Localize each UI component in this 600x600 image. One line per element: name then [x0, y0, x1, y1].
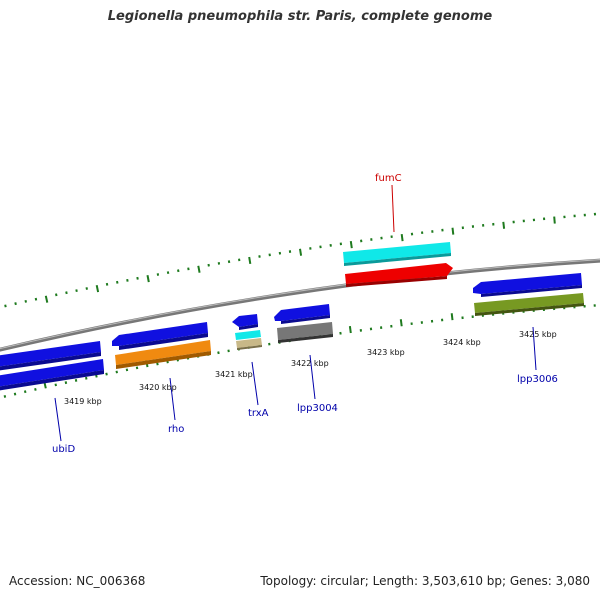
topology-label: Topology: circular; Length: 3,503,610 bp… [260, 574, 590, 588]
gene-ubiD[interactable] [0, 359, 104, 391]
gene-lpp3004-upper[interactable] [274, 304, 330, 324]
outer-ruler-minor-tick [34, 297, 38, 301]
inner-ruler-minor-tick [13, 392, 17, 396]
gene-label-trxA[interactable]: trxA [248, 408, 269, 419]
leader-trxA [251, 361, 259, 406]
outer-ruler-major-tick [146, 275, 150, 283]
outer-ruler-minor-tick [14, 302, 17, 306]
scale-label: 3420 kbp [139, 383, 177, 392]
outer-ruler-minor-tick [4, 304, 7, 308]
gene-label-lpp3006[interactable]: lpp3006 [517, 374, 558, 385]
inner-ruler-minor-tick [34, 387, 37, 391]
outer-ruler-major-tick [197, 265, 201, 273]
outer-ruler-minor-tick [116, 280, 119, 284]
outer-ruler-major-tick [95, 285, 100, 293]
outer-ruler-minor-tick [65, 291, 68, 295]
scale-label: 3419 kbp [64, 397, 102, 406]
gene-trxA-upper[interactable] [232, 314, 258, 330]
outer-ruler-minor-tick [85, 287, 88, 290]
inner-ruler-minor-tick [74, 379, 78, 382]
leader-fumC [391, 184, 395, 233]
gene-ubiD-upper[interactable] [0, 341, 101, 371]
scale-label: 3421 kbp [215, 370, 253, 379]
inner-ruler-minor-tick [115, 370, 118, 374]
outer-ruler-major-tick [248, 256, 252, 265]
inner-ruler-major-tick [450, 313, 454, 321]
leader-rho [169, 377, 176, 421]
inner-ruler-minor-tick [156, 362, 159, 366]
inner-ruler-major-tick [348, 325, 352, 334]
outer-ruler-major-tick [502, 221, 506, 229]
inner-ruler-minor-tick [135, 366, 139, 370]
outer-ruler-minor-tick [24, 299, 27, 303]
outer-ruler-major-tick [44, 295, 49, 303]
outer-ruler-minor-tick [227, 260, 231, 264]
scale-label: 3422 kbp [291, 359, 329, 368]
leader-ubiD [54, 397, 62, 442]
gene-fumC[interactable] [345, 263, 453, 287]
outer-ruler-major-tick [400, 233, 404, 242]
gene-lpp3004[interactable] [277, 322, 333, 343]
inner-ruler-minor-tick [54, 383, 57, 387]
outer-ruler-minor-tick [75, 289, 78, 293]
scale-label: 3425 kbp [519, 330, 557, 339]
outer-ruler-minor-tick [55, 293, 58, 297]
gene-trxA[interactable] [236, 338, 262, 350]
gene-lpp3006-lower[interactable] [474, 293, 584, 316]
outer-ruler-minor-tick [105, 282, 109, 286]
inner-ruler-minor-tick [105, 372, 108, 376]
leader-lpp3006 [532, 326, 537, 371]
inner-ruler-minor-tick [23, 390, 27, 394]
gene-label-ubiD[interactable]: ubiD [52, 444, 75, 455]
outer-ruler [4, 212, 597, 308]
outer-ruler-major-tick [553, 216, 556, 224]
inner-ruler-minor-tick [64, 381, 68, 385]
outer-ruler-major-tick [299, 248, 303, 256]
map-title: Legionella pneumophila str. Paris, compl… [107, 9, 493, 24]
gene-lpp3006[interactable] [473, 273, 582, 297]
inner-ruler-minor-tick [125, 368, 129, 372]
inner-ruler-minor-tick [3, 394, 7, 398]
gene-fumC-upper[interactable] [343, 242, 451, 266]
gene-rho[interactable] [115, 340, 211, 369]
inner-ruler-minor-tick [85, 376, 88, 380]
outer-ruler-minor-tick [166, 271, 170, 275]
outer-ruler-major-tick [451, 227, 455, 235]
inner-ruler-minor-tick [217, 351, 220, 355]
genome-backbone-highlight [0, 259, 600, 350]
leader-lpp3004 [309, 354, 316, 400]
gene-label-lpp3004[interactable]: lpp3004 [297, 403, 338, 414]
outer-ruler-minor-tick [177, 269, 180, 273]
scale-label: 3424 kbp [443, 338, 481, 347]
outer-ruler-major-tick [349, 240, 353, 249]
gene-rho-upper[interactable] [112, 322, 208, 350]
gene-label-rho[interactable]: rho [168, 424, 184, 435]
outer-ruler-minor-tick [136, 276, 139, 280]
inner-ruler-major-tick [399, 319, 403, 327]
gene-trxA-mid[interactable] [235, 330, 261, 340]
genome-backbone [0, 258, 600, 352]
gene-label-fumC[interactable]: fumC [375, 173, 402, 184]
accession-label: Accession: NC_006368 [9, 574, 146, 588]
scale-label: 3423 kbp [367, 348, 405, 357]
